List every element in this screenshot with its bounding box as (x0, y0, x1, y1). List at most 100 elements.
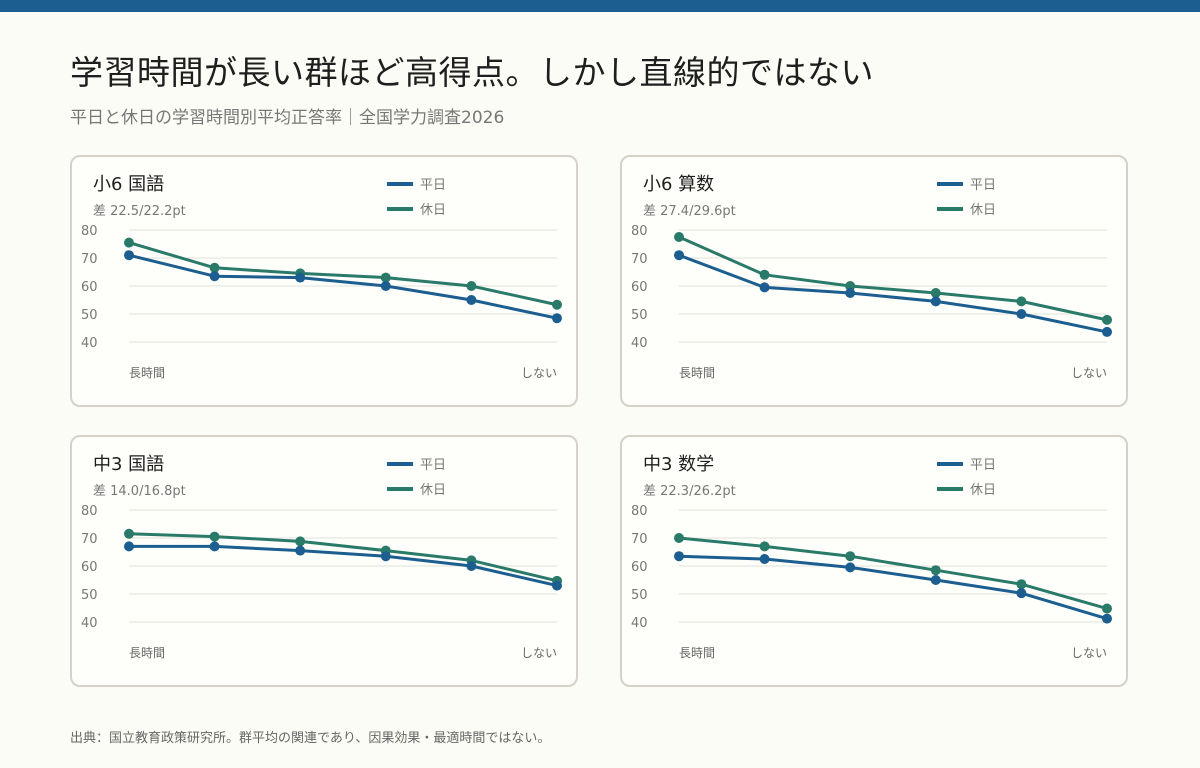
y-tick-label: 50 (81, 308, 98, 323)
series-line-weekday (128, 253, 558, 320)
data-point-weekday (380, 281, 391, 291)
chart-panel-p6-math: 小6 算数差 27.4/29.6pt 平日 休日 80 70 60 50 40 長時間 しない (620, 155, 1128, 407)
x-tick-label: しない (1071, 366, 1107, 380)
data-point-holiday (930, 565, 941, 576)
data-point-weekday (466, 295, 477, 305)
data-point-holiday (124, 528, 134, 539)
y-tick-label: 40 (631, 336, 648, 351)
data-point-weekday (466, 561, 477, 571)
data-point-weekday (1102, 326, 1112, 337)
data-point-weekday (209, 271, 220, 282)
chart-subtitle: 差 22.5/22.2pt (93, 204, 186, 219)
series-line-holiday (678, 235, 1108, 322)
x-tick-label: しない (521, 366, 557, 380)
data-point-weekday (845, 288, 856, 298)
data-point-weekday (124, 541, 134, 552)
y-tick-label: 80 (631, 504, 648, 519)
y-tick-label: 60 (81, 280, 98, 295)
data-point-holiday (1016, 579, 1027, 590)
data-point-weekday (380, 551, 391, 562)
data-point-weekday (1016, 588, 1027, 599)
top-accent-bar (0, 0, 1200, 12)
legend-label-weekday: 平日 (420, 458, 446, 473)
series-line-weekday (678, 554, 1108, 621)
data-point-weekday (552, 580, 562, 591)
chart-panel-p6-japanese: 小6 国語差 22.5/22.2pt 平日 休日 80 70 60 50 40 長時間 しない (70, 155, 578, 407)
data-point-holiday (552, 299, 562, 310)
legend-label-holiday: 休日 (420, 203, 446, 218)
y-tick-label: 70 (81, 252, 98, 267)
data-point-holiday (466, 281, 477, 291)
data-point-weekday (1016, 309, 1027, 319)
y-tick-label: 80 (81, 504, 98, 519)
y-tick-label: 40 (631, 616, 648, 631)
data-point-weekday (759, 282, 770, 293)
page-title: 学習時間が長い群ほど高得点。しかし直線的ではない (70, 53, 874, 92)
data-point-holiday (759, 269, 770, 280)
data-point-weekday (674, 551, 684, 562)
data-point-holiday (845, 551, 856, 562)
x-tick-label: 長時間 (129, 646, 165, 660)
y-tick-label: 80 (81, 224, 98, 239)
data-point-holiday (124, 237, 134, 248)
data-point-weekday (1102, 613, 1112, 624)
series-line-weekday (678, 253, 1108, 334)
page-subtitle: 平日と休日の学習時間別平均正答率｜全国学力調査2026 (70, 108, 505, 128)
data-point-holiday (674, 232, 684, 242)
series-line-weekday (129, 544, 558, 588)
x-tick-label: 長時間 (679, 646, 715, 660)
chart-subtitle: 差 14.0/16.8pt (93, 484, 186, 499)
chart-title: 小6 算数 (643, 174, 714, 195)
data-point-holiday (295, 536, 306, 547)
y-tick-label: 50 (631, 308, 648, 323)
data-point-weekday (295, 272, 306, 283)
x-tick-label: しない (521, 646, 557, 660)
data-point-weekday (845, 562, 856, 573)
data-point-holiday (209, 531, 220, 542)
data-point-holiday (674, 533, 684, 543)
chart-subtitle: 差 22.3/26.2pt (643, 484, 736, 499)
chart-title: 中3 国語 (93, 454, 164, 475)
y-tick-label: 40 (81, 616, 98, 631)
y-tick-label: 60 (631, 560, 648, 575)
y-tick-label: 70 (631, 532, 648, 547)
x-tick-label: 長時間 (129, 366, 165, 380)
legend-label-weekday: 平日 (420, 178, 446, 193)
data-point-weekday (552, 313, 562, 324)
data-point-holiday (845, 281, 856, 291)
series-line-holiday (678, 536, 1108, 611)
chart-panel-j3-math: 中3 数学差 22.3/26.2pt 平日 休日 80 70 60 50 40 長時間 しない (620, 435, 1128, 687)
data-point-holiday (1102, 603, 1112, 614)
y-tick-label: 50 (631, 588, 648, 603)
data-point-weekday (124, 250, 134, 261)
legend-label-holiday: 休日 (970, 203, 996, 218)
chart-title: 小6 国語 (93, 174, 164, 195)
y-tick-label: 50 (81, 588, 98, 603)
legend-label-weekday: 平日 (970, 458, 996, 473)
data-point-weekday (930, 296, 941, 307)
x-tick-label: 長時間 (679, 366, 715, 380)
y-tick-label: 70 (631, 252, 648, 267)
y-tick-label: 80 (631, 224, 648, 239)
data-point-holiday (930, 288, 941, 298)
chart-panel-j3-japanese: 中3 国語差 14.0/16.8pt 平日 休日 80 70 60 50 40 長時間 しない (70, 435, 578, 687)
data-point-holiday (759, 541, 770, 552)
chart-title: 中3 数学 (643, 454, 714, 475)
chart-subtitle: 差 27.4/29.6pt (643, 204, 736, 219)
y-tick-label: 60 (81, 560, 98, 575)
data-point-weekday (209, 541, 220, 552)
data-point-holiday (209, 262, 220, 273)
data-point-weekday (295, 545, 306, 556)
data-point-weekday (930, 575, 941, 585)
data-point-weekday (674, 250, 684, 261)
series-line-holiday (128, 532, 558, 583)
data-point-weekday (759, 554, 770, 564)
y-tick-label: 70 (81, 532, 98, 547)
data-point-holiday (380, 272, 391, 283)
x-tick-label: しない (1071, 646, 1107, 660)
y-tick-label: 60 (631, 280, 648, 295)
